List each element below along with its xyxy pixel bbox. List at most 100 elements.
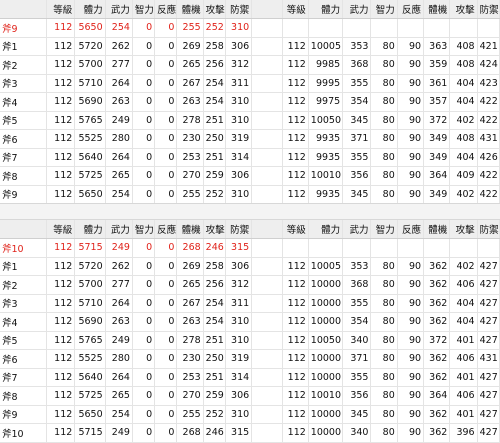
- separator-cell: [251, 294, 283, 313]
- left-value: 265: [105, 386, 133, 406]
- right-value: 10000: [308, 275, 344, 295]
- left-value: 112: [46, 275, 76, 295]
- column-header: 等級: [282, 220, 309, 239]
- left-value: 252: [203, 405, 226, 424]
- right-value: 112: [282, 37, 309, 56]
- left-value: 312: [225, 55, 253, 75]
- right-value: 402: [449, 185, 478, 204]
- left-value: 267: [176, 74, 204, 93]
- left-value: 0: [154, 331, 178, 350]
- table-row: 斧3 112 5710 264 0 0 267 254 311 112 9995 355 80 90 361…: [0, 74, 500, 93]
- right-value: 112: [282, 148, 309, 167]
- reference-value: 268: [176, 238, 204, 258]
- reference-name: 斧9: [0, 18, 47, 38]
- stats-table: 等級 體力 武力 智力 反應 體機 攻擊 防禦 等級 體力 武力 智力 反應 體機 攻擊 防禦 斧9 112 565…: [0, 0, 500, 223]
- right-value: 362: [423, 405, 451, 424]
- column-header: 武力: [342, 220, 372, 239]
- left-value: 310: [225, 185, 253, 204]
- left-value: 112: [46, 55, 76, 75]
- separator-cell: [251, 148, 283, 167]
- left-value: 319: [225, 129, 253, 149]
- reference-value: 0: [132, 18, 156, 38]
- right-value: 90: [397, 55, 425, 75]
- left-value: 0: [132, 294, 156, 313]
- left-value: 0: [132, 331, 156, 350]
- right-value: 80: [370, 368, 398, 387]
- column-header: 等級: [46, 220, 76, 239]
- left-value: 5720: [74, 257, 106, 276]
- left-value: 0: [154, 55, 178, 75]
- left-value: 112: [46, 349, 76, 369]
- table-row: 斧4 112 5690 263 0 0 263 254 310 112 9975 354 80 90 357…: [0, 92, 500, 112]
- left-value: 277: [105, 275, 133, 295]
- right-value: 10000: [308, 294, 344, 313]
- left-value: 0: [154, 312, 178, 332]
- column-header: 體機: [423, 220, 451, 239]
- header-row: 等級 體力 武力 智力 反應 體機 攻擊 防禦 等級 體力 武力 智力 反應 體機 攻擊 防禦: [0, 220, 500, 239]
- left-value: 314: [225, 368, 253, 387]
- table-row: 斧10 112 5715 249 0 0 268 246 315 112 10000 340 80 90 3…: [0, 423, 500, 443]
- left-value: 264: [105, 368, 133, 387]
- left-value: 5765: [74, 331, 106, 350]
- right-value: 90: [397, 294, 425, 313]
- table-row: 斧7 112 5640 264 0 0 253 251 314 112 9935 355 80 90 349…: [0, 148, 500, 167]
- row-name: 斧8: [0, 386, 47, 406]
- stats-table: 等級 體力 武力 智力 反應 體機 攻擊 防禦 等級 體力 武力 智力 反應 體機 攻擊 防禦 斧10 112 57…: [0, 220, 500, 443]
- right-value: 401: [449, 368, 478, 387]
- right-value: 396: [449, 423, 478, 443]
- right-value: 362: [423, 294, 451, 313]
- right-value: 112: [282, 257, 309, 276]
- separator-cell: [251, 349, 283, 369]
- left-value: 5650: [74, 405, 106, 424]
- right-value: 10050: [308, 111, 344, 130]
- right-value: 426: [477, 148, 500, 167]
- right-value: 427: [477, 275, 500, 295]
- right-value: 112: [282, 405, 309, 424]
- left-value: 270: [176, 166, 204, 186]
- left-value: 264: [105, 294, 133, 313]
- row-name: 斧5: [0, 331, 47, 350]
- right-value: 80: [370, 294, 398, 313]
- empty-cell: [397, 238, 425, 258]
- right-value: 90: [397, 37, 425, 56]
- left-value: 112: [46, 294, 76, 313]
- right-value: 402: [449, 111, 478, 130]
- right-value: 423: [477, 74, 500, 93]
- left-value: 263: [105, 312, 133, 332]
- right-value: 408: [449, 55, 478, 75]
- right-value: 80: [370, 166, 398, 186]
- right-value: 362: [423, 312, 451, 332]
- right-value: 404: [449, 294, 478, 313]
- table-row: 斧6 112 5525 280 0 0 230 250 319 112 9935 371 80 90 349…: [0, 129, 500, 149]
- right-value: 401: [449, 405, 478, 424]
- right-value: 90: [397, 368, 425, 387]
- row-name: 斧4: [0, 92, 47, 112]
- row-name: 斧3: [0, 74, 47, 93]
- column-header: 反應: [154, 220, 178, 239]
- left-value: 253: [176, 368, 204, 387]
- right-value: 90: [397, 331, 425, 350]
- right-value: 112: [282, 294, 309, 313]
- right-value: 90: [397, 275, 425, 295]
- left-value: 0: [132, 92, 156, 112]
- comparison-table-b: 等級 體力 武力 智力 反應 體機 攻擊 防禦 等級 體力 武力 智力 反應 體機 攻擊 防禦 斧10 112 57…: [0, 220, 500, 443]
- left-value: 253: [176, 148, 204, 167]
- reference-value: 255: [176, 18, 204, 38]
- left-value: 306: [225, 37, 253, 56]
- row-name: 斧2: [0, 55, 47, 75]
- right-value: 112: [282, 129, 309, 149]
- left-value: 306: [225, 257, 253, 276]
- right-value: 80: [370, 275, 398, 295]
- left-value: 5700: [74, 55, 106, 75]
- right-value: 90: [397, 405, 425, 424]
- table-row: 斧9 112 5650 254 0 0 255 252 310 112 10000 345 80 90 36…: [0, 405, 500, 424]
- reference-row: 斧10 112 5715 249 0 0 268 246 315: [0, 238, 500, 258]
- left-value: 256: [203, 55, 226, 75]
- left-value: 0: [154, 148, 178, 167]
- right-value: 354: [342, 92, 372, 112]
- column-header: 智力: [370, 220, 398, 239]
- table-row: 斧8 112 5725 265 0 0 270 259 306 112 10010 356 80 90 36…: [0, 386, 500, 406]
- left-value: 251: [203, 368, 226, 387]
- empty-cell: [308, 18, 344, 38]
- left-value: 254: [105, 405, 133, 424]
